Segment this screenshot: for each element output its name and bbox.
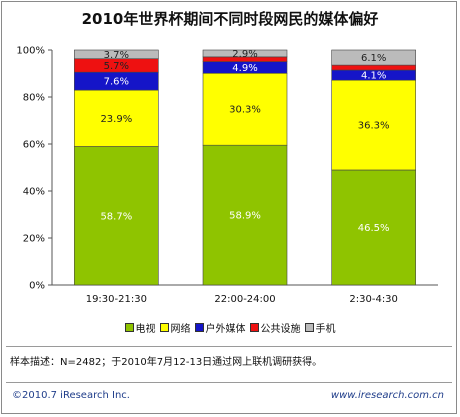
bar-segment [202,144,288,286]
bar-segment [331,64,416,71]
footer-divider [6,382,452,383]
y-tick-label: 20% [23,234,45,245]
bar-segment [331,169,416,286]
bar-segment [74,89,159,147]
legend-swatch [124,323,134,332]
data-label: 4.9% [232,63,257,74]
data-label: 30.3% [229,105,261,116]
footer-website[interactable]: www.iresearch.com.cn [330,390,444,401]
bar-segment [331,79,416,171]
legend-label: 网络 [170,324,191,335]
x-tick-label: 22:00-24:00 [214,294,275,305]
legend-swatch [249,323,259,332]
legend-swatch [194,323,204,332]
data-label: 5.7% [104,61,129,72]
y-tick-label: 40% [23,187,45,198]
legend-swatch [159,323,169,332]
x-tick-label: 2:30-4:30 [349,294,398,305]
data-label: 7.6% [104,77,129,88]
data-label: 36.3% [358,121,390,132]
bar-segment [331,49,416,66]
legend-item: 户外媒体 [194,320,246,335]
chart-title: 2010年世界杯期间不同时段网民的媒体偏好 [81,10,379,28]
legend-item: 手机 [304,320,336,335]
data-label: 3.7% [104,50,129,61]
data-label: 58.9% [229,211,261,222]
legend-label: 手机 [315,324,336,335]
data-label: 58.7% [100,211,132,222]
data-label: 46.5% [358,223,390,234]
chart-legend: 电视 网络 户外媒体 公共设施 手机 [0,320,460,335]
legend-item: 公共设施 [249,320,301,335]
y-tick-label: 80% [23,93,45,104]
legend-label: 公共设施 [260,324,301,335]
legend-label: 户外媒体 [205,324,246,335]
bar-segment [202,72,288,146]
data-label: 4.1% [361,71,386,82]
x-tick-label: 19:30-21:30 [86,294,147,305]
y-tick-label: 100% [16,46,45,57]
y-tick-label: 60% [23,140,45,151]
data-label: 23.9% [100,114,132,125]
data-label: 6.1% [361,53,386,64]
bar-segment [74,49,159,60]
bar-segment [202,49,288,58]
note-divider [6,346,452,347]
sample-note: 样本描述：N=2482；于2010年7月12-13日通过网上联机调研获得。 [10,357,323,368]
legend-item: 电视 [124,320,156,335]
footer-copyright: ©2010.7 iResearch Inc. [12,390,130,401]
legend-swatch [304,323,314,332]
legend-label: 电视 [135,324,156,335]
y-tick-label: 0% [29,281,45,292]
legend-item: 网络 [159,320,191,335]
data-label: 2.9% [232,49,257,60]
